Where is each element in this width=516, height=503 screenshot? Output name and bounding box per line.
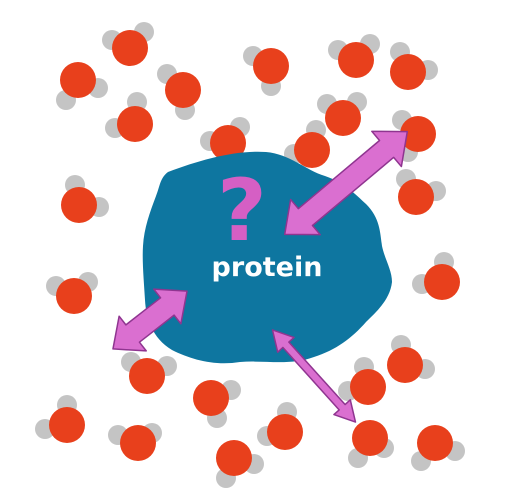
protein-label: protein [212,252,323,283]
oxygen-atom [424,264,460,300]
water-molecule [157,64,201,120]
oxygen-atom [352,420,388,456]
water-molecule [412,252,460,300]
water-molecule [105,92,153,142]
water-molecule [193,380,241,428]
oxygen-atom [129,358,165,394]
oxygen-atom [294,132,330,168]
water-molecule [61,175,109,223]
water-molecule [284,120,330,168]
water-molecule [317,92,367,136]
water-molecules [35,22,465,488]
water-molecule [338,357,386,405]
oxygen-atom [325,100,361,136]
oxygen-atom [398,179,434,215]
oxygen-atom [193,380,229,416]
water-molecule [390,42,438,90]
question-mark: ? [217,161,267,261]
water-molecule [243,46,289,96]
oxygen-atom [60,62,96,98]
water-molecule [108,423,162,461]
oxygen-atom [216,440,252,476]
water-molecule [216,440,264,488]
oxygen-atom [120,425,156,461]
water-molecule [102,22,154,66]
oxygen-atom [338,42,374,78]
oxygen-atom [56,278,92,314]
water-molecule [396,169,446,215]
double-arrow-bottom [271,329,357,423]
double-arrow-upper-right [283,130,409,236]
oxygen-atom [253,48,289,84]
water-molecule [35,395,85,443]
double-arrow-left [112,288,188,352]
water-molecule [121,352,177,394]
water-molecule [411,425,465,471]
oxygen-atom [165,72,201,108]
oxygen-atom [417,425,453,461]
oxygen-atom [400,116,436,152]
water-molecule [46,272,98,314]
oxygen-atom [390,54,426,90]
oxygen-atom [267,414,303,450]
water-molecule [328,34,380,78]
water-molecule [257,402,303,450]
water-molecule [200,117,250,161]
oxygen-atom [112,30,148,66]
oxygen-atom [210,125,246,161]
oxygen-atom [117,106,153,142]
water-molecule [387,335,435,383]
oxygen-atom [49,407,85,443]
oxygen-atom [387,347,423,383]
water-molecule [56,62,108,110]
water-molecule [348,420,394,468]
oxygen-atom [61,187,97,223]
oxygen-atom [350,369,386,405]
arrows [112,130,409,423]
